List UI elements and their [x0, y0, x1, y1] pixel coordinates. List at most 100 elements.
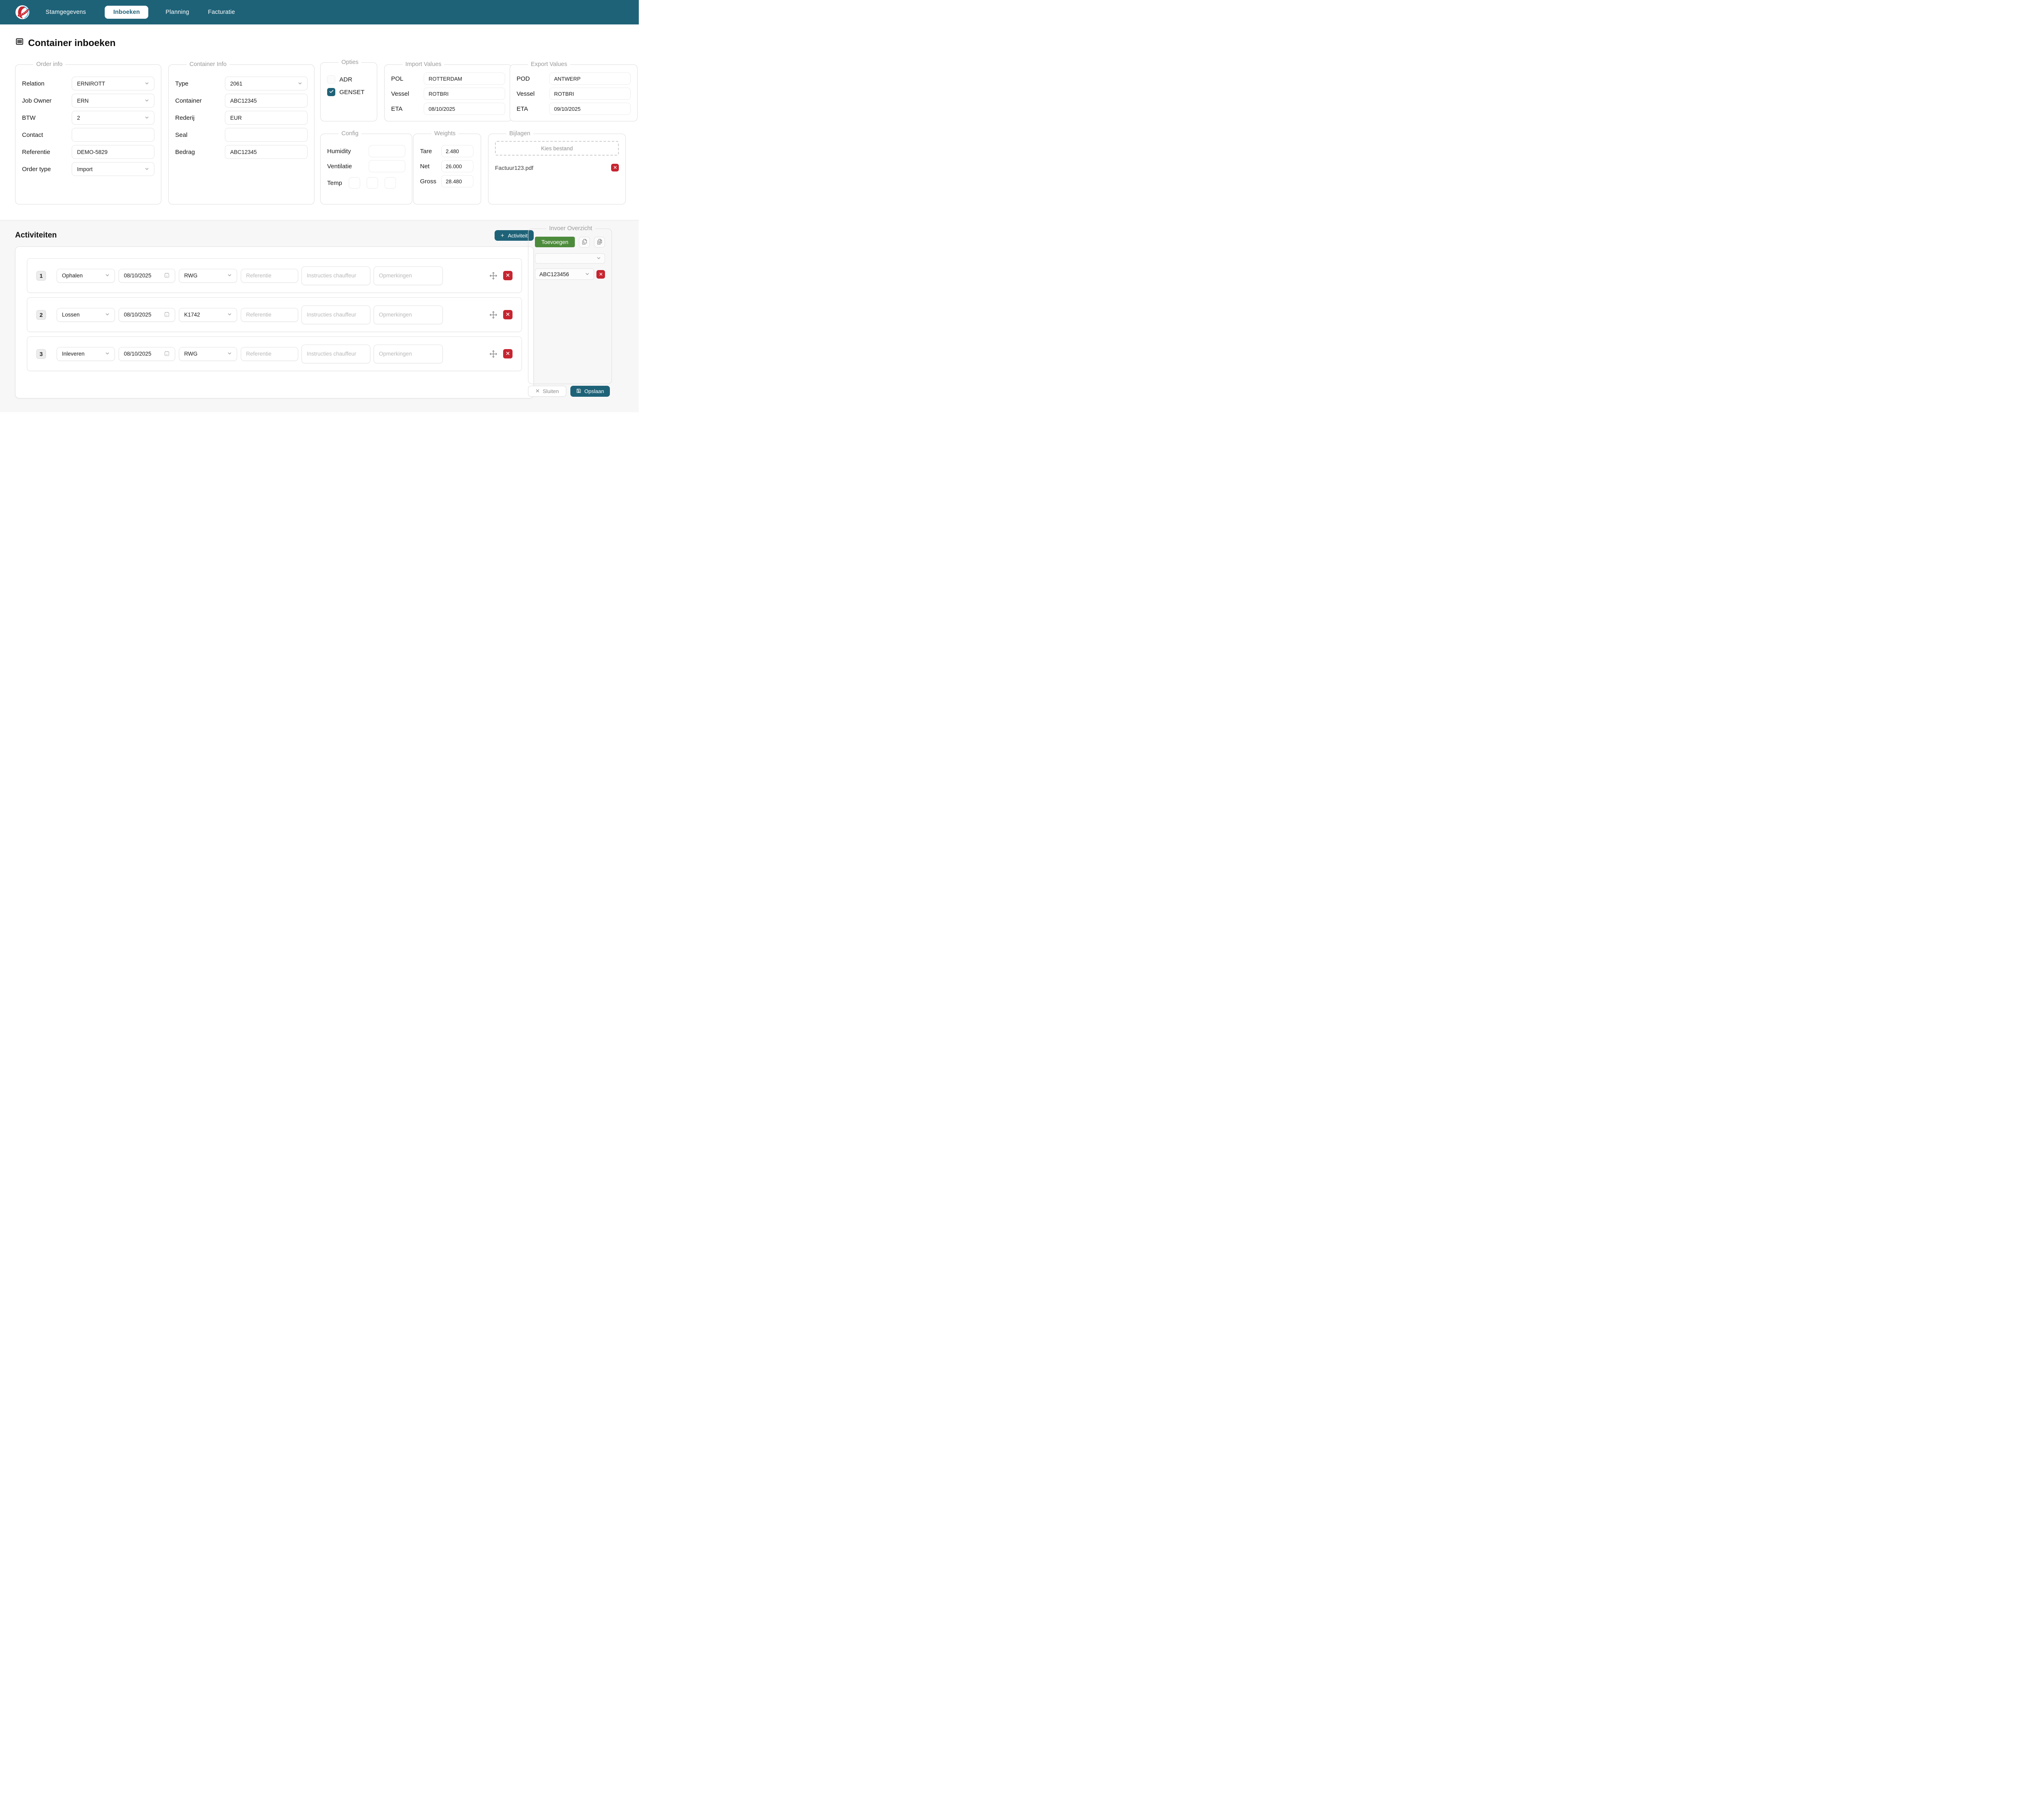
activity-delete-button-3[interactable] — [503, 349, 513, 358]
humidity-input[interactable] — [369, 145, 405, 157]
contact-input[interactable] — [72, 128, 154, 142]
fieldset-config: Config Humidity Ventilatie Temp — [320, 130, 412, 204]
chevron-down-icon — [298, 81, 302, 87]
import-eta-label: ETA — [391, 105, 403, 112]
temp-row: Temp — [327, 177, 405, 189]
activity-opmerkingen-input-2[interactable] — [374, 305, 443, 324]
file-dropzone[interactable]: Kies bestand — [495, 141, 619, 156]
copy-button[interactable] — [579, 237, 590, 248]
ventilatie-label: Ventilatie — [327, 163, 352, 170]
temp-input-2[interactable] — [367, 177, 378, 189]
attachment-delete-button[interactable] — [611, 164, 619, 171]
sluiten-button[interactable]: Sluiten — [528, 386, 566, 397]
activity-location-select-1[interactable]: RWG — [179, 268, 237, 283]
bijlagen-legend: Bijlagen — [509, 130, 530, 137]
nav-item-planning[interactable]: Planning — [165, 9, 189, 15]
container-input[interactable] — [225, 94, 308, 108]
nav-item-stamgegevens[interactable]: Stamgegevens — [46, 9, 86, 15]
activity-referentie-input-2[interactable] — [241, 308, 298, 322]
chevron-down-icon — [585, 271, 590, 277]
bedrag-input[interactable] — [225, 145, 308, 159]
contact-label: Contact — [22, 131, 43, 138]
seal-input[interactable] — [225, 128, 308, 142]
activity-instructies-input-2[interactable] — [301, 305, 370, 324]
fieldset-invoer-overzicht: Invoer Overzicht Toevoegen ABC123456 — [528, 225, 612, 384]
add-activity-button[interactable]: + Activiteit — [494, 230, 534, 241]
activity-number-badge: 3 — [36, 349, 46, 359]
navbar: Stamgegevens Inboeken Planning Facturati… — [0, 0, 639, 24]
activity-location-select-2[interactable]: K1742 — [179, 308, 237, 322]
activity-date-input-1[interactable]: 08/10/2025 — [119, 268, 175, 283]
dropzone-label: Kies bestand — [541, 145, 573, 152]
calendar-icon — [164, 350, 170, 358]
invoer-item-select[interactable]: ABC123456 — [535, 268, 594, 280]
tare-input[interactable]: 2.480 — [441, 145, 473, 157]
brand-logo-icon — [15, 5, 29, 19]
invoer-empty-select[interactable] — [535, 253, 605, 264]
activity-type-select-1[interactable]: Ophalen — [57, 268, 115, 283]
save-icon — [576, 388, 581, 395]
activity-number-badge: 1 — [36, 270, 46, 281]
activity-opmerkingen-input-1[interactable] — [374, 266, 443, 285]
adr-checkbox[interactable] — [327, 75, 335, 84]
type-select[interactable]: 2061 — [225, 77, 308, 90]
form-field-grid: Order info Relation ERNIROTT Job Owner E… — [15, 55, 638, 220]
activity-date-input-3[interactable]: 08/10/2025 — [119, 347, 175, 361]
genset-label: GENSET — [339, 88, 365, 96]
activity-instructies-input-1[interactable] — [301, 266, 370, 285]
temp-label: Temp — [327, 179, 342, 187]
export-vessel-input[interactable] — [549, 88, 631, 100]
temp-input-1[interactable] — [349, 177, 360, 189]
export-eta-input[interactable] — [549, 103, 631, 115]
nav-item-inboeken-active[interactable]: Inboeken — [105, 6, 149, 19]
drag-move-icon[interactable] — [489, 350, 497, 358]
activity-opmerkingen-input-3[interactable] — [374, 344, 443, 363]
tare-row: Tare 2.480 — [420, 145, 474, 157]
chevron-down-icon — [145, 98, 149, 104]
import-vessel-input[interactable] — [424, 88, 505, 100]
activity-row-1: 1 Ophalen 08/10/2025 RWG — [27, 258, 522, 293]
chevron-down-icon — [105, 351, 110, 357]
relation-select[interactable]: ERNIROTT — [72, 77, 154, 90]
activity-delete-button-1[interactable] — [503, 271, 513, 280]
invoer-item-delete-button[interactable] — [596, 270, 605, 279]
net-input[interactable]: 26.000 — [441, 160, 473, 172]
activity-location-select-3[interactable]: RWG — [179, 347, 237, 361]
activity-type-select-2[interactable]: Lossen — [57, 308, 115, 322]
activity-referentie-input-3[interactable] — [241, 347, 298, 361]
pol-input[interactable] — [424, 73, 505, 85]
chevron-down-icon — [227, 351, 232, 357]
opslaan-button[interactable]: Opslaan — [570, 386, 610, 397]
order-type-select[interactable]: Import — [72, 162, 154, 176]
activity-referentie-input-1[interactable] — [241, 268, 298, 283]
pod-input[interactable] — [549, 73, 631, 85]
check-icon — [329, 89, 334, 95]
fieldset-order-info: Order info Relation ERNIROTT Job Owner E… — [15, 61, 161, 204]
export-eta-row: ETA — [517, 103, 631, 115]
activity-date-input-2[interactable]: 08/10/2025 — [119, 308, 175, 322]
genset-checkbox[interactable] — [327, 88, 335, 96]
btw-select[interactable]: 2 — [72, 111, 154, 125]
job-owner-select[interactable]: ERN — [72, 94, 154, 108]
copy-plus-icon-button[interactable] — [594, 237, 605, 248]
referentie-input[interactable] — [72, 145, 154, 159]
gross-input[interactable]: 28.480 — [441, 175, 473, 187]
fieldset-weights: Weights Tare 2.480 Net 26.000 Gross 28.4… — [413, 130, 481, 204]
drag-move-icon[interactable] — [489, 311, 497, 319]
nav-item-facturatie[interactable]: Facturatie — [208, 9, 235, 15]
activity-type-select-3[interactable]: Inleveren — [57, 347, 115, 361]
drag-move-icon[interactable] — [489, 272, 497, 280]
main-form-area: Container inboeken Order info Relation E… — [0, 37, 639, 220]
activity-delete-button-2[interactable] — [503, 310, 513, 319]
import-eta-input[interactable] — [424, 103, 505, 115]
ventilatie-input[interactable] — [369, 160, 405, 172]
rederij-input[interactable] — [225, 111, 308, 125]
activity-number-badge: 2 — [36, 310, 46, 320]
toevoegen-button[interactable]: Toevoegen — [535, 237, 575, 247]
config-legend: Config — [341, 130, 359, 137]
plus-icon: + — [500, 232, 504, 239]
adr-label: ADR — [339, 76, 352, 83]
import-vessel-row: Vessel — [391, 88, 505, 100]
activity-instructies-input-3[interactable] — [301, 344, 370, 363]
temp-input-3[interactable] — [385, 177, 396, 189]
